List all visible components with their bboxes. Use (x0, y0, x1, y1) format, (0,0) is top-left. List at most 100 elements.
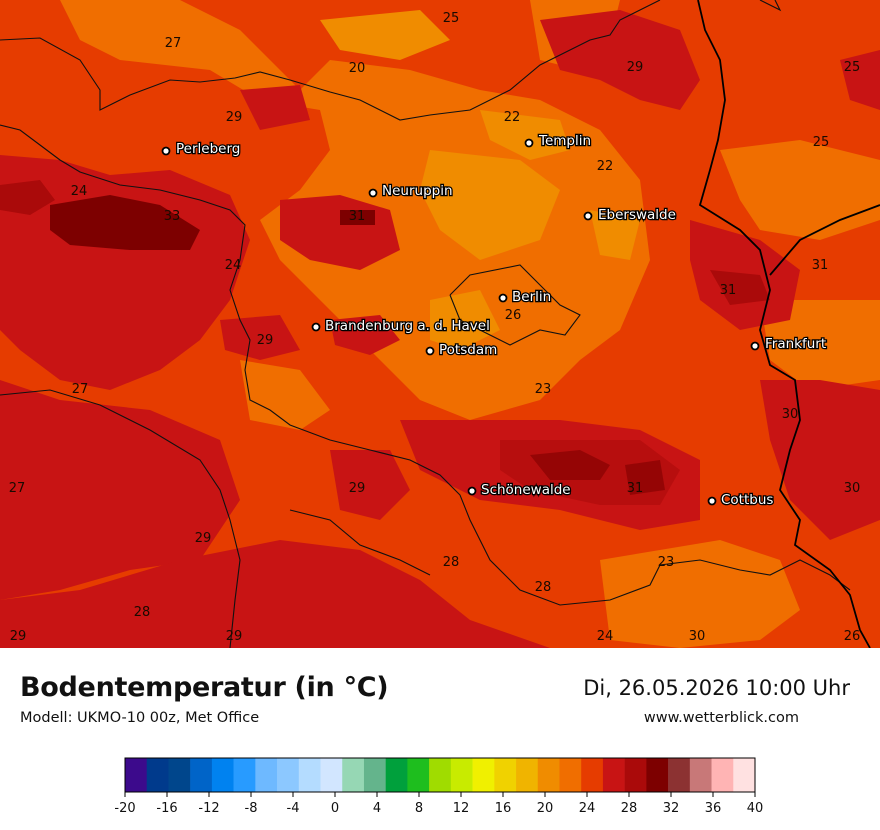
hot-dark-areas (0, 180, 770, 505)
temperature-label: 29 (257, 333, 274, 348)
temperature-label: 28 (535, 580, 552, 595)
legend-swatch (255, 758, 278, 792)
temperature-label: 23 (658, 555, 675, 570)
city-frankfurt: Frankfurt (750, 335, 827, 353)
legend-tick-label: -8 (245, 801, 258, 816)
temperature-map: 25 27 20 29 25 29 22 22 25 24 33 31 24 3… (0, 0, 880, 648)
legend-swatch (407, 758, 430, 792)
legend-swatch (233, 758, 256, 792)
forecast-datetime: Di, 26.05.2026 10:00 Uhr (583, 676, 850, 700)
legend-tick-label: -12 (198, 801, 219, 816)
legend-swatch (668, 758, 691, 792)
color-scale-legend: -20 -16 -12 -8 -4 0 4 8 12 16 20 24 28 32 36 40 (112, 754, 772, 820)
legend-tick-label: 16 (495, 801, 512, 816)
temperature-label: 28 (443, 555, 460, 570)
legend-tick-label: -16 (156, 801, 177, 816)
temperature-label: 27 (9, 481, 26, 496)
city-label: Eberswalde (598, 207, 676, 223)
temperature-label: 22 (597, 159, 614, 174)
temperature-label: 31 (349, 209, 366, 224)
legend-swatch (624, 758, 647, 792)
temperature-label: 31 (627, 481, 644, 496)
city-label: Schönewalde (481, 482, 571, 498)
city-label: Potsdam (439, 342, 497, 358)
city-dot (161, 146, 171, 156)
city-label: Cottbus (721, 492, 773, 508)
legend-tick-label: -20 (114, 801, 135, 816)
temperature-label: 22 (504, 110, 521, 125)
legend-swatch (363, 758, 386, 792)
legend-swatch (190, 758, 213, 792)
legend-swatch (277, 758, 300, 792)
temperature-label: 29 (627, 60, 644, 75)
city-label: Neuruppin (382, 183, 453, 199)
city-label: Perleberg (176, 141, 240, 157)
temperature-label: 20 (349, 61, 366, 76)
warm-light-areas (70, 10, 640, 350)
country-border (697, 0, 880, 648)
legend-tick-label: 40 (747, 801, 764, 816)
temperature-label: 24 (71, 184, 88, 199)
city-dot (524, 138, 534, 148)
legend-swatch (472, 758, 495, 792)
legend-swatch (450, 758, 473, 792)
city-dot (707, 496, 717, 506)
legend-tick-label: 20 (537, 801, 554, 816)
city-dot (467, 486, 477, 496)
legend-tick-label: 0 (331, 801, 339, 816)
temperature-label: 33 (164, 209, 181, 224)
legend-tick-label: 36 (705, 801, 722, 816)
temperature-label: 23 (535, 382, 552, 397)
city-schoenewalde: Schönewalde (467, 481, 572, 499)
temperature-label: 28 (134, 605, 151, 620)
legend-swatch (516, 758, 539, 792)
legend-swatch (342, 758, 365, 792)
map-footer: Bodentemperatur (in °C) Modell: UKMO-10 … (0, 648, 880, 830)
temperature-label: 29 (10, 629, 27, 644)
legend-swatch (125, 758, 148, 792)
city-dot (425, 346, 435, 356)
city-markers: Perleberg Neuruppin Templin Eberswalde B… (161, 132, 827, 509)
legend-swatch (646, 758, 669, 792)
legend-swatch (385, 758, 408, 792)
legend-swatch (298, 758, 321, 792)
legend-swatch (494, 758, 517, 792)
temperature-label: 26 (505, 308, 522, 323)
legend-tick-label: 32 (663, 801, 680, 816)
legend-tick-label: 8 (415, 801, 423, 816)
city-dot (368, 188, 378, 198)
temperature-label: 24 (597, 629, 614, 644)
legend-tick-label: 28 (621, 801, 638, 816)
temperature-label: 29 (195, 531, 212, 546)
legend-tick-label: 24 (579, 801, 596, 816)
city-neuruppin: Neuruppin (368, 182, 454, 200)
temperature-label: 31 (720, 283, 737, 298)
legend-swatch (211, 758, 234, 792)
model-info: Modell: UKMO-10 00z, Met Office (20, 710, 260, 726)
city-dot (750, 341, 760, 351)
website-link[interactable]: www.wetterblick.com (643, 710, 799, 726)
city-brandenburg: Brandenburg a. d. Havel (311, 317, 491, 335)
state-borders (0, 0, 851, 648)
legend-swatch (689, 758, 712, 792)
city-label: Frankfurt (765, 336, 826, 352)
legend-tick-label: 4 (373, 801, 381, 816)
legend-swatch (581, 758, 604, 792)
legend-tick-label: 12 (453, 801, 470, 816)
legend-swatch (429, 758, 452, 792)
city-templin: Templin (524, 132, 592, 150)
city-label: Brandenburg a. d. Havel (325, 318, 490, 334)
map-title: Bodentemperatur (in °C) (20, 672, 389, 703)
temperature-label: 25 (844, 60, 861, 75)
temperature-label: 27 (72, 382, 89, 397)
city-cottbus: Cottbus (707, 491, 775, 509)
city-dot (311, 322, 321, 332)
legend-swatch (559, 758, 582, 792)
temperature-label: 30 (844, 481, 861, 496)
temperature-label: 24 (225, 258, 242, 273)
legend-swatch (168, 758, 191, 792)
temperature-label: 31 (812, 258, 829, 273)
legend-swatch (320, 758, 343, 792)
temperature-label: 30 (689, 629, 706, 644)
city-berlin: Berlin (498, 288, 552, 306)
